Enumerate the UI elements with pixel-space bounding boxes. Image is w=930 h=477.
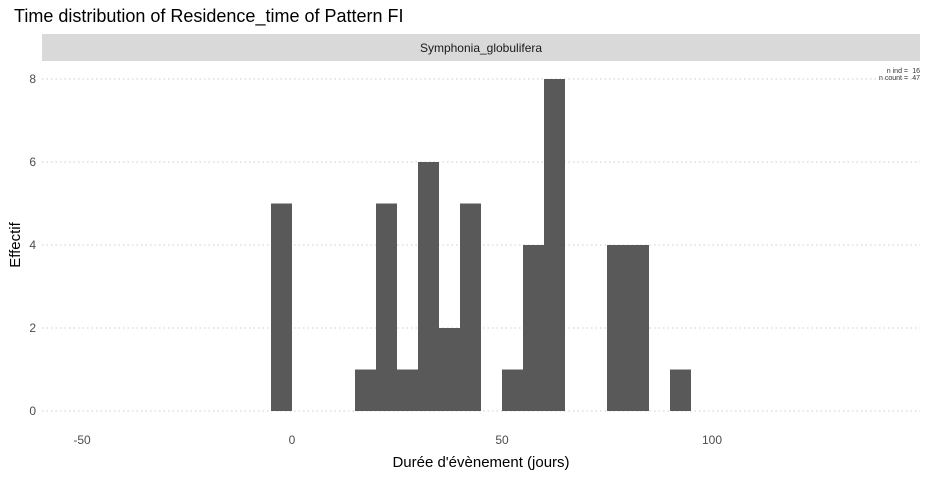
y-tick-label: 8 [29, 72, 36, 86]
n-ind-value: 16 [912, 68, 920, 75]
n-ind-label: n ind = [887, 68, 908, 75]
y-tick-label: 2 [29, 321, 36, 335]
n-count-label: n count = [879, 75, 908, 82]
histogram-bar [502, 369, 523, 411]
y-axis-title: Effectif [7, 221, 24, 267]
x-axis-title: Durée d'évènement (jours) [392, 454, 569, 471]
x-tick-label: -50 [73, 433, 91, 447]
histogram-bar [670, 369, 691, 411]
chart-title: Time distribution of Residence_time of P… [14, 6, 404, 27]
histogram-bar [355, 369, 376, 411]
y-axis-ticks: 0 2 4 6 8 [29, 72, 36, 418]
facet-strip [42, 34, 920, 61]
histogram-bar [544, 79, 565, 411]
histogram-bar [628, 245, 649, 411]
y-tick-label: 0 [29, 404, 36, 418]
x-axis-ticks: -50 0 50 100 [73, 433, 722, 447]
n-count-value: 47 [912, 75, 920, 82]
facet-strip-label: Symphonia_globulifera [420, 41, 542, 55]
histogram-bars [271, 79, 691, 411]
x-tick-label: 0 [289, 433, 296, 447]
y-tick-label: 4 [29, 238, 36, 252]
histogram-bar [460, 203, 481, 411]
x-tick-label: 50 [495, 433, 509, 447]
histogram-bar [439, 328, 460, 411]
histogram-bar [397, 369, 418, 411]
histogram-bar [376, 203, 397, 411]
histogram-bar [523, 245, 544, 411]
histogram-bar [418, 162, 439, 411]
histogram-bar [607, 245, 628, 411]
y-tick-label: 6 [29, 155, 36, 169]
histogram-bar [271, 203, 292, 411]
count-annotation: n ind = 16 n count = 47 [879, 68, 920, 82]
x-tick-label: 100 [702, 433, 722, 447]
